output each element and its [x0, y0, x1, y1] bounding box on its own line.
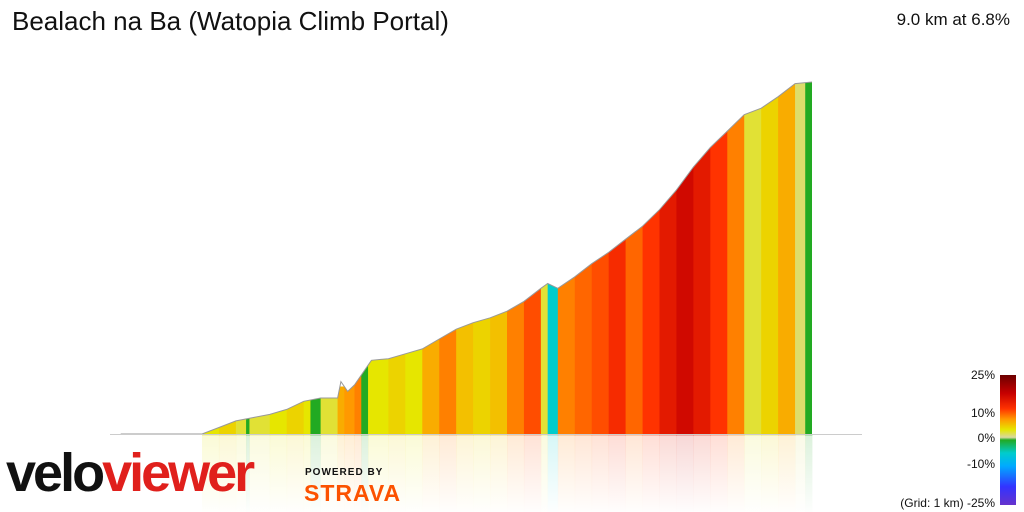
gradient-bar-23: [523, 288, 542, 434]
gradient-bar-25: [547, 283, 559, 434]
gradient-bar-2: [235, 418, 247, 434]
gradient-bar-6: [286, 401, 305, 434]
gradient-bar-14: [368, 358, 389, 434]
gradient-bar-21: [490, 311, 508, 434]
veloviewer-logo: veloviewer: [6, 442, 255, 504]
gradient-legend-bar: [1000, 375, 1016, 505]
gradient-bar-28: [591, 252, 610, 434]
gradient-bar-1: [218, 420, 237, 434]
gradient-bar-18: [439, 329, 457, 434]
gradient-bar-24: [540, 283, 549, 434]
reflection-fade: [0, 436, 870, 512]
powered-by-text: POWERED BY: [305, 467, 384, 478]
gradient-bar-37: [744, 108, 762, 434]
gradient-bar-31: [642, 209, 660, 434]
gradient-bar-19: [456, 322, 474, 434]
gradient-bar-7: [303, 399, 311, 434]
legend-footer: (Grid: 1 km) -25%: [900, 496, 995, 510]
legend-label-minus-25: -25%: [966, 496, 995, 510]
gradient-bar-32: [659, 190, 677, 434]
gradient-bar-8: [310, 397, 322, 434]
strava-logo: STRAVA: [304, 480, 402, 506]
gradient-bar-36: [727, 114, 745, 434]
gradient-bar-33: [676, 167, 694, 434]
climb-summary: 9.0 km at 6.8%: [896, 10, 1010, 29]
gradient-bar-35: [710, 131, 728, 434]
gradient-bar-5: [269, 409, 288, 434]
gradient-bar-41: [805, 82, 812, 434]
gradient-bar-15: [388, 353, 406, 434]
gradient-bar-26: [557, 276, 576, 434]
gradient-bar-12: [354, 375, 362, 434]
legend-label-0: 0%: [977, 431, 995, 445]
page-title: Bealach na Ba (Watopia Climb Portal): [12, 6, 449, 36]
gradient-bar-16: [405, 348, 423, 434]
gradient-bar-40: [795, 82, 806, 434]
gradient-bar-38: [761, 96, 779, 434]
gradient-bar-11: [344, 384, 355, 434]
legend-label-10: 10%: [970, 406, 995, 420]
legend-label-minus-10: -10%: [966, 457, 995, 471]
gradient-bar-30: [625, 226, 643, 434]
gradient-bar-4: [249, 414, 271, 434]
gradient-bar-27: [574, 263, 593, 434]
gradient-bar-9: [320, 397, 338, 434]
gradient-bar-10: [337, 386, 345, 434]
profile-outline: [120, 81, 813, 435]
gradient-bar-20: [473, 317, 491, 434]
logo-velo-text: velo: [6, 443, 105, 503]
legend-label-25: 25%: [970, 368, 995, 382]
gradient-bar-39: [778, 83, 796, 434]
gradient-bar-17: [422, 339, 440, 434]
gradient-bars: [202, 82, 812, 434]
gradient-bar-29: [608, 239, 627, 434]
gradient-bar-13: [361, 365, 369, 434]
gradient-bar-22: [507, 301, 525, 434]
logo-viewer-text: viewer: [102, 443, 255, 503]
grid-note: (Grid: 1 km): [900, 496, 964, 510]
gradient-bar-3: [246, 418, 250, 434]
gradient-bar-34: [693, 147, 711, 434]
